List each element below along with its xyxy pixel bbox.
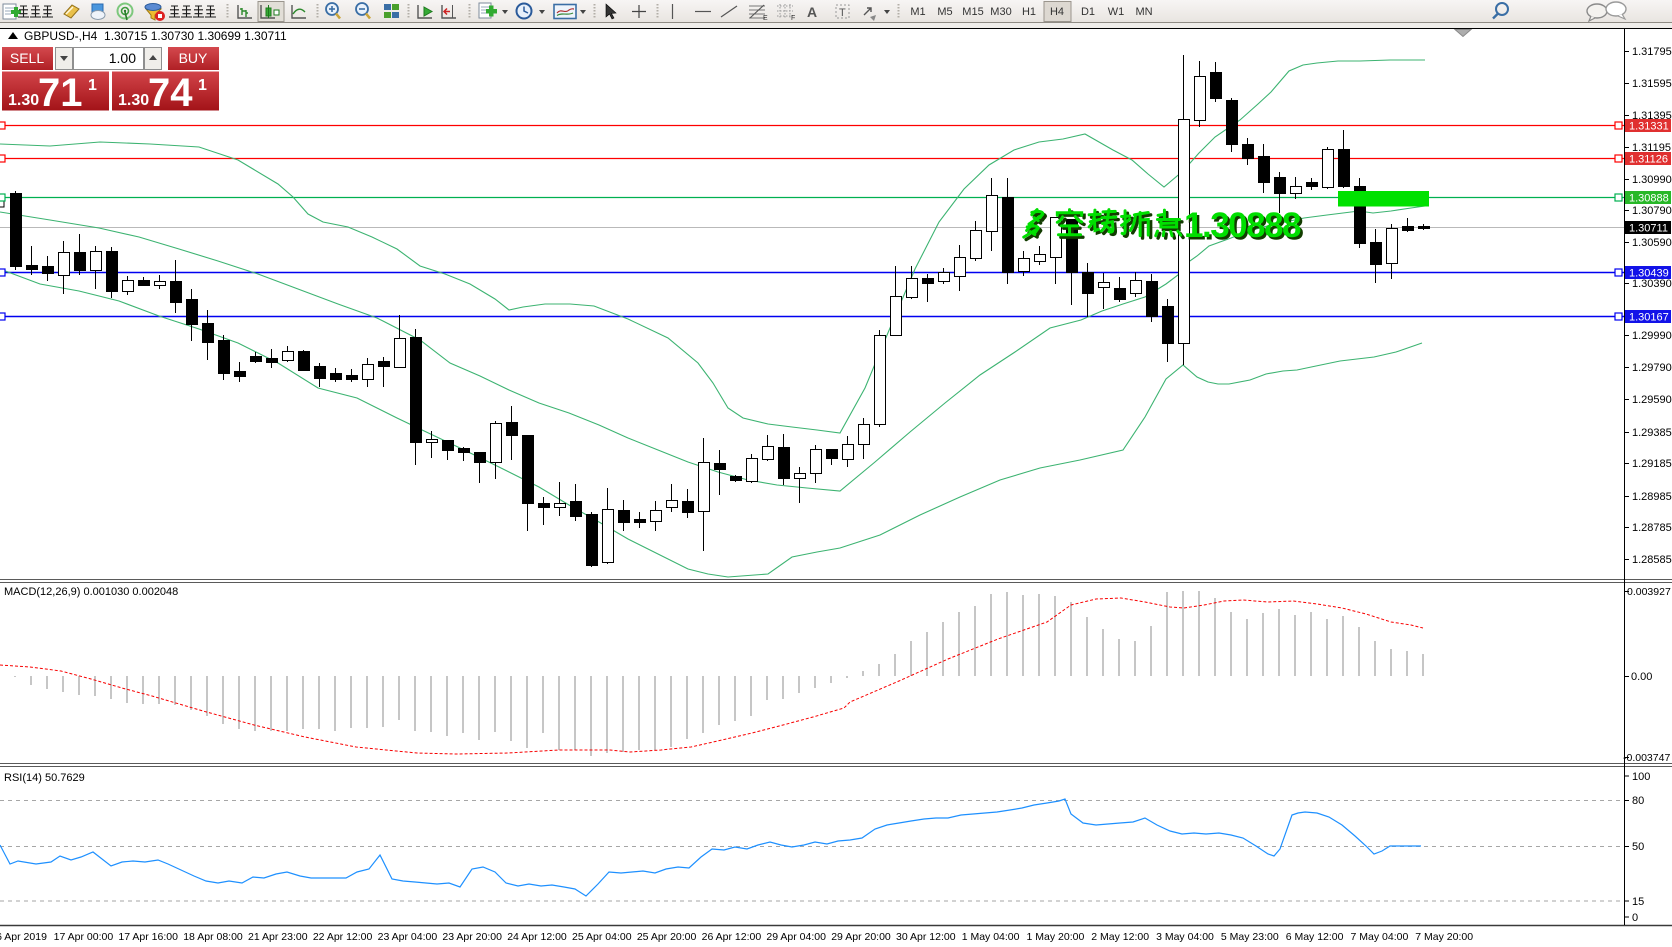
svg-text:1.30790: 1.30790 [1632,205,1672,217]
svg-text:17 Apr 00:00: 17 Apr 00:00 [54,931,114,943]
svg-text:23 Apr 20:00: 23 Apr 20:00 [442,931,502,943]
svg-text:1.31195: 1.31195 [1632,142,1671,154]
svg-text:M5: M5 [937,6,952,18]
svg-text:M30: M30 [990,6,1011,18]
svg-text:1.31331: 1.31331 [1629,121,1669,133]
svg-text:0: 0 [1632,912,1638,924]
svg-text:0.00: 0.00 [1631,671,1652,683]
svg-text:7 May 20:00: 7 May 20:00 [1415,931,1473,943]
svg-text:1.30439: 1.30439 [1629,268,1669,280]
svg-text:T: T [839,7,846,19]
svg-text:1 May 04:00: 1 May 04:00 [962,931,1020,943]
svg-text:7 May 04:00: 7 May 04:00 [1351,931,1409,943]
svg-text:1.28785: 1.28785 [1632,522,1672,534]
svg-text:1.30888: 1.30888 [1629,193,1669,205]
svg-text:M1: M1 [910,6,925,18]
svg-text:1.30390: 1.30390 [1632,278,1672,290]
svg-text:RSI(14) 50.7629: RSI(14) 50.7629 [4,772,85,784]
svg-text:1.00: 1.00 [109,50,136,66]
svg-text:71: 71 [38,71,83,115]
svg-text:D1: D1 [1081,6,1095,18]
svg-text:H1: H1 [1022,6,1036,18]
svg-text:1.28585: 1.28585 [1632,554,1672,566]
svg-text:23 Apr 04:00: 23 Apr 04:00 [378,931,438,943]
svg-text:1.29185: 1.29185 [1632,458,1672,470]
svg-text:E: E [763,15,768,22]
svg-text:26 Apr 12:00: 26 Apr 12:00 [702,931,762,943]
svg-text:22 Apr 12:00: 22 Apr 12:00 [313,931,373,943]
svg-text:6 May 12:00: 6 May 12:00 [1286,931,1344,943]
svg-text:1.30888: 1.30888 [1184,206,1301,245]
svg-text:29 Apr 20:00: 29 Apr 20:00 [831,931,891,943]
svg-text:H4: H4 [1050,6,1064,18]
svg-text:MACD(12,26,9) 0.001030 0.00204: MACD(12,26,9) 0.001030 0.002048 [4,586,178,598]
svg-text:15: 15 [1632,896,1644,908]
svg-text:1.30711: 1.30711 [1629,223,1668,235]
svg-text:3 May 04:00: 3 May 04:00 [1156,931,1214,943]
svg-text:MN: MN [1135,6,1152,18]
svg-text:17 Apr 16:00: 17 Apr 16:00 [118,931,178,943]
svg-text:25 Apr 04:00: 25 Apr 04:00 [572,931,632,943]
svg-text:F: F [791,15,795,22]
svg-text:M15: M15 [962,6,983,18]
svg-text:1.29590: 1.29590 [1632,394,1672,406]
svg-text:1.29990: 1.29990 [1632,330,1672,342]
svg-text:1.31595: 1.31595 [1632,78,1672,90]
svg-text:1.30590: 1.30590 [1632,237,1672,249]
svg-text:-0.003747: -0.003747 [1623,752,1670,764]
svg-text:0.003927: 0.003927 [1627,586,1671,598]
svg-text:2 May 12:00: 2 May 12:00 [1091,931,1149,943]
svg-text:50: 50 [1632,841,1644,853]
svg-text:A: A [807,4,817,20]
svg-text:1 May 20:00: 1 May 20:00 [1027,931,1085,943]
svg-text:1: 1 [88,77,97,94]
svg-text:GBPUSD-,H4 1.30715 1.30730 1.: GBPUSD-,H4 1.30715 1.30730 1.30699 1.307… [24,29,287,43]
svg-text:21 Apr 23:00: 21 Apr 23:00 [248,931,308,943]
svg-text:100: 100 [1632,771,1650,783]
svg-text:1.29790: 1.29790 [1632,362,1672,374]
svg-text:BUY: BUY [179,50,208,66]
svg-text:1.31795: 1.31795 [1632,46,1672,58]
svg-text:29 Apr 04:00: 29 Apr 04:00 [766,931,826,943]
svg-text:5 May 23:00: 5 May 23:00 [1221,931,1279,943]
svg-text:1.30888: 1.30888 [1186,208,1303,247]
svg-text:16 Apr 2019: 16 Apr 2019 [0,931,47,943]
svg-text:80: 80 [1632,795,1644,807]
svg-text:1: 1 [198,77,207,94]
svg-text:24 Apr 12:00: 24 Apr 12:00 [507,931,567,943]
svg-text:1.30167: 1.30167 [1629,312,1669,324]
svg-text:1.29385: 1.29385 [1632,427,1672,439]
svg-text:SELL: SELL [10,50,44,66]
svg-text:1.30: 1.30 [8,92,39,109]
svg-text:1.30: 1.30 [118,92,149,109]
svg-text:30 Apr 12:00: 30 Apr 12:00 [896,931,956,943]
svg-text:W1: W1 [1108,6,1125,18]
svg-text:1.31126: 1.31126 [1629,154,1668,166]
svg-text:25 Apr 20:00: 25 Apr 20:00 [637,931,697,943]
svg-text:18 Apr 08:00: 18 Apr 08:00 [183,931,243,943]
svg-text:74: 74 [148,71,193,115]
svg-text:1.30990: 1.30990 [1632,174,1672,186]
svg-text:1.28985: 1.28985 [1632,491,1672,503]
